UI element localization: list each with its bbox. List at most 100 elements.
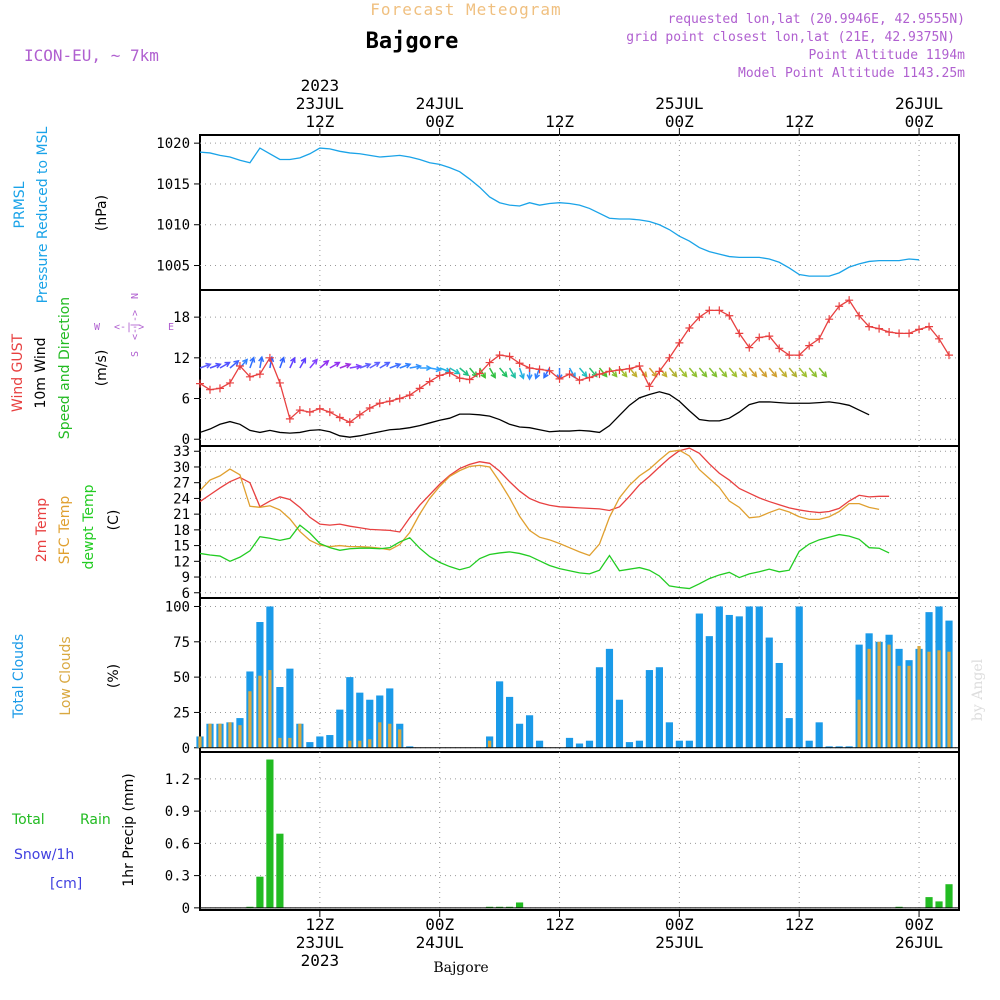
wind-arrow-head bbox=[781, 371, 788, 378]
ytick-label: 0 bbox=[182, 901, 190, 917]
gust-marker bbox=[455, 374, 464, 383]
wind-arrow-head bbox=[279, 356, 286, 363]
bar-rain bbox=[935, 901, 943, 908]
bar-total_clouds bbox=[815, 722, 823, 748]
wind-arrow bbox=[798, 367, 807, 377]
gust-marker bbox=[295, 406, 304, 415]
wind-arrow bbox=[518, 367, 525, 379]
gust-marker bbox=[605, 367, 614, 376]
bar-total_clouds bbox=[406, 746, 414, 748]
wind-arrow-head bbox=[224, 361, 231, 368]
wind-arrow-head bbox=[323, 359, 330, 366]
compass-s: S bbox=[130, 351, 141, 357]
wind-arrow bbox=[249, 357, 255, 369]
ytick-label: 1.2 bbox=[165, 772, 190, 788]
gust-marker bbox=[745, 343, 754, 352]
bar-rain bbox=[266, 759, 274, 908]
gust-marker bbox=[205, 385, 214, 394]
gust-marker bbox=[385, 397, 394, 406]
gust-marker bbox=[435, 371, 444, 380]
bar-low_clouds bbox=[368, 739, 372, 748]
bar-total_clouds bbox=[715, 606, 723, 748]
xtick-date-bottom: 26JUL bbox=[895, 933, 943, 952]
panel-frame bbox=[199, 751, 960, 911]
wind-arrow bbox=[279, 357, 285, 369]
grid-point-coords: grid point closest lon,lat (21E, 42.9375… bbox=[626, 30, 955, 45]
pressure-panel: 1005 1010 1015 1020 bbox=[156, 134, 960, 291]
xtick-hour-bottom: 12Z bbox=[545, 915, 574, 934]
ytick-label: 18 bbox=[173, 310, 190, 326]
wind-arrow-head bbox=[300, 357, 307, 364]
wind-arrow-head bbox=[355, 363, 363, 370]
wind-arrow bbox=[758, 367, 767, 377]
wind-arrow-head bbox=[205, 362, 212, 369]
snow-label: Snow/1h bbox=[14, 847, 74, 863]
bar-low_clouds bbox=[907, 665, 911, 748]
gust-marker bbox=[305, 408, 314, 417]
series-line-wind bbox=[199, 391, 870, 438]
gust-marker bbox=[685, 323, 694, 332]
bar-rain bbox=[246, 906, 254, 908]
xtick-date-top: 26JUL bbox=[895, 94, 943, 113]
gust-marker bbox=[515, 359, 524, 368]
bar-total_clouds bbox=[496, 681, 504, 748]
bar-low_clouds bbox=[398, 729, 402, 748]
low-clouds-label: Low Clouds bbox=[58, 636, 74, 715]
series-line-sfc bbox=[199, 449, 880, 557]
point-altitude: Point Altitude 1194m bbox=[808, 48, 965, 63]
wind-arrow-head bbox=[215, 362, 222, 369]
gust-marker bbox=[825, 315, 834, 324]
xtick-hour-top: 00Z bbox=[665, 112, 694, 131]
wind-arrow-head bbox=[681, 371, 688, 378]
dewpt-label: dewpt Temp bbox=[81, 484, 97, 569]
bar-total_clouds bbox=[645, 670, 654, 748]
gust-marker bbox=[675, 338, 684, 347]
wind-arrow bbox=[269, 357, 273, 369]
gust-marker bbox=[895, 329, 904, 338]
gust-marker bbox=[345, 418, 354, 427]
ytick-label: 75 bbox=[173, 635, 190, 651]
xtick-hour-bottom: 00Z bbox=[425, 915, 454, 934]
xtick-hour-bottom: 12Z bbox=[785, 915, 814, 934]
bar-low_clouds bbox=[867, 648, 871, 748]
gust-marker bbox=[365, 404, 374, 413]
bar-rain bbox=[895, 906, 903, 908]
wind-arrow bbox=[768, 367, 777, 377]
gust-marker bbox=[915, 325, 924, 334]
xtick-hour-top: 12Z bbox=[545, 112, 574, 131]
bar-total_clouds bbox=[595, 667, 604, 748]
bar-total_clouds bbox=[535, 740, 544, 748]
bar-low_clouds bbox=[917, 646, 921, 748]
bar-rain bbox=[486, 906, 494, 908]
gust-marker bbox=[355, 410, 364, 419]
gust-marker bbox=[325, 408, 334, 417]
series-line-pressure bbox=[199, 147, 920, 277]
pressure-panel-labels: PRMSL Pressure Reduced to MSL (hPa) bbox=[12, 126, 110, 303]
ytick-label: 15 bbox=[173, 539, 190, 555]
wind-arrow bbox=[668, 367, 678, 377]
gust-marker bbox=[495, 351, 504, 360]
bar-low_clouds bbox=[198, 736, 202, 748]
ytick-label: 33 bbox=[173, 444, 190, 460]
wind-arrow bbox=[299, 358, 307, 369]
compass-n: N bbox=[130, 293, 141, 299]
bar-low_clouds bbox=[927, 651, 931, 748]
ytick-label: 12 bbox=[173, 554, 190, 570]
bar-rain bbox=[945, 884, 953, 908]
bar-total_clouds bbox=[725, 614, 733, 748]
panel-frame bbox=[199, 597, 960, 753]
bar-total_clouds bbox=[655, 667, 663, 748]
bar-low_clouds bbox=[887, 644, 891, 748]
wind-arrow-head bbox=[345, 362, 352, 369]
gust-marker bbox=[585, 373, 594, 382]
wind-arrow-head bbox=[801, 371, 808, 378]
bar-total_clouds bbox=[386, 688, 394, 748]
gust-marker bbox=[335, 413, 344, 422]
bar-total_clouds bbox=[795, 606, 803, 748]
bar-total_clouds bbox=[825, 746, 833, 748]
wind-arrow-head bbox=[249, 356, 256, 363]
wind-arrow-head bbox=[661, 371, 668, 378]
wind-arrow-head bbox=[242, 358, 249, 365]
percent-unit-label: (%) bbox=[106, 664, 122, 688]
wind-arrow bbox=[309, 359, 318, 369]
